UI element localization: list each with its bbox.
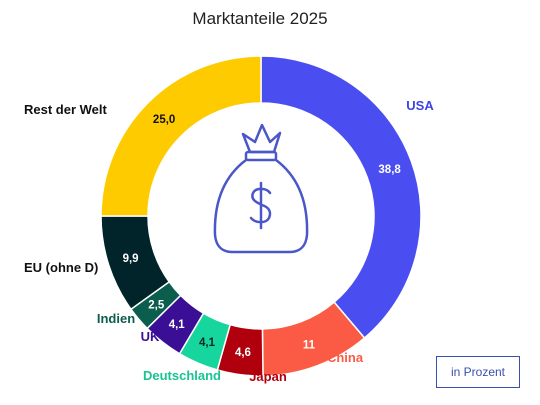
category-label: Rest der Welt [24,102,108,117]
value-label: 25,0 [153,114,175,126]
category-label: China [327,350,364,365]
category-label: USA [406,98,434,113]
value-label: 2,5 [148,299,165,311]
chart-title: Marktanteile 2025 [192,9,327,28]
category-label: Japan [249,369,287,384]
category-label: Deutschland [143,368,221,383]
money-bag-dollar-icon [213,123,309,254]
category-label: EU (ohne D) [24,260,98,275]
value-labels: 38,8 11 4,6 4,1 4,1 2,5 9,9 25,0 [123,114,402,359]
value-label: 9,9 [123,253,139,265]
category-label: UK [141,329,160,344]
donut-slices [100,55,422,377]
category-label: Indien [97,311,135,326]
category-labels: USA China Japan Deutschland UK Indien EU (ohne… [24,98,434,384]
slice-usa [260,55,422,340]
slice-rest-der-welt [100,55,262,217]
value-label: 4,1 [199,337,216,349]
value-label: 11 [303,339,316,351]
value-label: 38,8 [378,164,401,176]
value-label: 4,6 [235,347,251,359]
value-label: 4,1 [169,319,186,331]
unit-label-box: in Prozent [436,356,520,388]
